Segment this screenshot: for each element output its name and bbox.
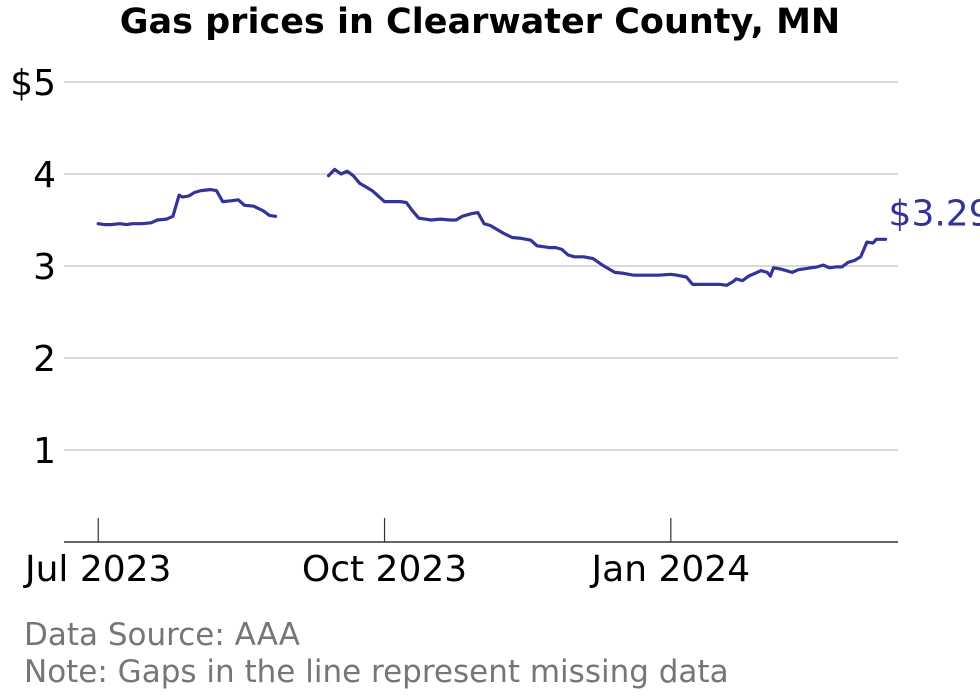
gaps-note: Note: Gaps in the line represent missing… — [24, 654, 729, 690]
series-line — [96, 167, 888, 287]
x-axis-ticks: Jul 2023 Oct 2023 Jan 2024 — [23, 518, 750, 590]
y-tick-label: 4 — [33, 155, 56, 196]
x-tick-label: Oct 2023 — [302, 549, 467, 590]
y-tick-label: 1 — [33, 431, 56, 472]
gridlines — [64, 81, 898, 451]
line-chart: 1 2 3 4 $5 Jul 2023 Oct 2023 Jan 2024 $3.29 — [10, 63, 980, 590]
series-line-segment — [96, 188, 278, 227]
y-tick-label: 2 — [33, 339, 56, 380]
series-line-segment — [326, 167, 888, 287]
y-axis-tick-labels: 1 2 3 4 $5 — [10, 63, 56, 472]
x-tick-label: Jul 2023 — [23, 549, 172, 590]
x-tick-label: Jan 2024 — [590, 549, 751, 590]
chart-title: Gas prices in Clearwater County, MN — [119, 2, 841, 42]
data-source-note: Data Source: AAA — [24, 617, 300, 653]
y-tick-label: 3 — [33, 247, 56, 288]
end-value-label: $3.29 — [889, 193, 980, 234]
y-tick-label: $5 — [10, 63, 56, 104]
